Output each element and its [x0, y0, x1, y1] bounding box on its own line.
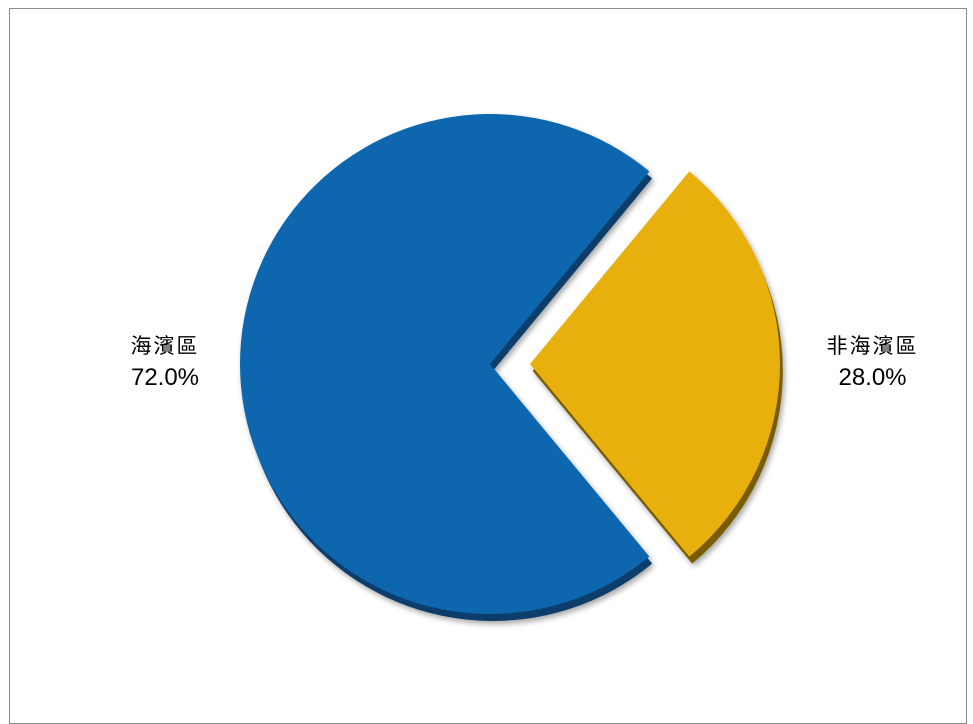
- pie-slices: [240, 113, 783, 621]
- slice-name-waterfront: 海濱區: [130, 334, 200, 358]
- slice-percent-non-waterfront: 28.0%: [838, 364, 907, 391]
- slice-name-non-waterfront: 非海濱區: [826, 334, 919, 358]
- pie-slice-non-waterfront: [530, 171, 781, 557]
- slice-percent-waterfront: 72.0%: [130, 364, 200, 391]
- slice-label-non-waterfront: 非海濱區 28.0%: [800, 330, 945, 394]
- pie-slice-waterfront: [240, 113, 650, 614]
- slice-label-waterfront: 海濱區 72.0%: [100, 330, 230, 394]
